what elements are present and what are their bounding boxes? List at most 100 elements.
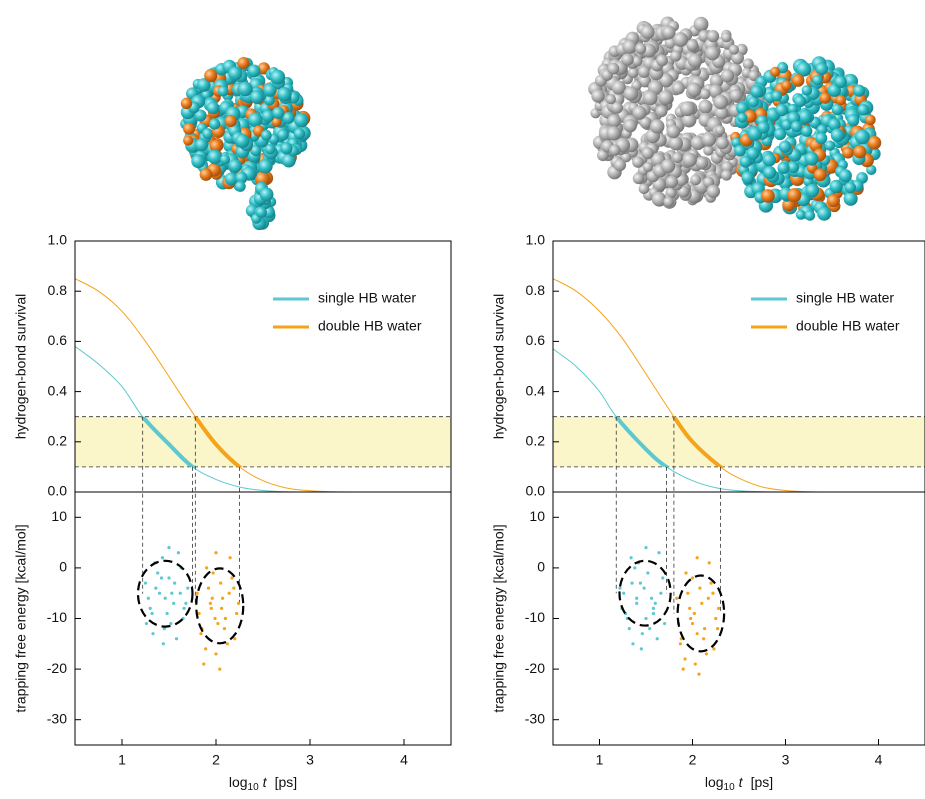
atom xyxy=(638,183,650,195)
atom xyxy=(835,94,846,106)
cluster-ellipse xyxy=(676,574,726,653)
scatter-point xyxy=(700,601,704,605)
atom xyxy=(790,120,803,133)
scatter-point xyxy=(220,596,225,600)
highlight-band xyxy=(553,416,925,467)
atom xyxy=(817,206,832,221)
atom xyxy=(665,175,679,188)
atom xyxy=(787,161,800,174)
atom xyxy=(734,144,746,157)
scatter-point xyxy=(642,586,646,590)
atom xyxy=(639,116,652,129)
legend-label: single HB water xyxy=(796,290,894,306)
atom xyxy=(762,153,776,167)
atom xyxy=(670,50,682,62)
x-label-unit: [ps] xyxy=(275,774,298,790)
cluster-ellipse xyxy=(136,559,194,628)
scatter-point xyxy=(174,637,179,641)
atom xyxy=(277,86,292,102)
scatter-point xyxy=(223,616,227,621)
atom xyxy=(794,95,806,108)
scatter-point xyxy=(649,596,654,600)
atom xyxy=(747,96,759,108)
atom xyxy=(690,135,706,151)
atom xyxy=(271,116,282,128)
atom xyxy=(830,128,845,142)
y-tick-label: -30 xyxy=(525,710,545,726)
scatter-point xyxy=(176,551,180,555)
atom xyxy=(209,139,223,153)
atom xyxy=(838,169,852,183)
y-tick-label: 0.8 xyxy=(48,282,68,298)
atom xyxy=(826,194,840,208)
y-tick-label: 1.0 xyxy=(526,232,546,248)
scatter-point xyxy=(170,591,174,595)
atom xyxy=(623,119,637,133)
atom xyxy=(191,154,206,169)
y-tick-label: -30 xyxy=(47,710,67,726)
plot-area xyxy=(553,278,925,492)
atom xyxy=(250,144,262,157)
y-axis-label: trapping free energy [kcal/mol] xyxy=(13,524,29,712)
atom xyxy=(831,103,844,116)
atom xyxy=(816,124,828,135)
atom xyxy=(796,61,812,77)
atom xyxy=(748,70,760,82)
atom xyxy=(819,92,831,104)
atom xyxy=(812,74,823,86)
atom xyxy=(728,44,739,55)
atom xyxy=(217,85,229,97)
scatter-point xyxy=(681,667,685,671)
scatter-point xyxy=(159,576,164,580)
highlight-band xyxy=(75,416,451,467)
scatter-point xyxy=(690,576,695,580)
scatter-point xyxy=(627,627,631,631)
scatter-point xyxy=(711,591,715,595)
atom xyxy=(207,149,223,165)
scatter-point xyxy=(633,566,637,570)
scatter-point xyxy=(686,591,690,595)
y-tick-label: 0.6 xyxy=(526,332,546,348)
atom xyxy=(739,155,752,168)
atom xyxy=(857,103,870,116)
atom xyxy=(620,151,632,163)
atom xyxy=(703,145,714,156)
plot-area xyxy=(618,546,726,676)
x-tick-label: 3 xyxy=(782,752,790,768)
atom xyxy=(736,101,749,115)
atom xyxy=(666,124,681,139)
atom xyxy=(770,66,781,77)
scatter-point xyxy=(690,621,695,626)
atom xyxy=(662,25,676,40)
x-axis-label: log10 t [ps] xyxy=(229,774,297,793)
atom xyxy=(842,146,854,159)
atom xyxy=(681,112,697,128)
atom xyxy=(260,129,272,141)
atom xyxy=(651,191,667,207)
atom xyxy=(701,132,717,147)
atom xyxy=(686,39,699,52)
scatter-point xyxy=(216,621,220,626)
y-tick-label: 0.0 xyxy=(526,483,546,499)
atom xyxy=(656,54,668,67)
scatter-point xyxy=(214,652,218,656)
atom xyxy=(293,127,306,140)
atom xyxy=(843,191,858,206)
y-tick-label: 0 xyxy=(59,559,67,575)
legend-label: double HB water xyxy=(796,318,900,334)
protein-images xyxy=(180,16,882,231)
atom xyxy=(180,97,193,110)
legend-label: double HB water xyxy=(318,318,422,334)
atom xyxy=(705,45,720,61)
y-tick-label: 1.0 xyxy=(48,232,68,248)
scatter-point xyxy=(716,627,720,631)
atom xyxy=(673,32,688,47)
atom xyxy=(294,113,309,128)
atom xyxy=(721,32,732,43)
atom xyxy=(623,86,639,101)
atom xyxy=(715,136,729,150)
atom xyxy=(801,85,813,96)
atom xyxy=(235,133,250,149)
scatter-point xyxy=(640,632,644,636)
plot-frame xyxy=(552,491,925,746)
